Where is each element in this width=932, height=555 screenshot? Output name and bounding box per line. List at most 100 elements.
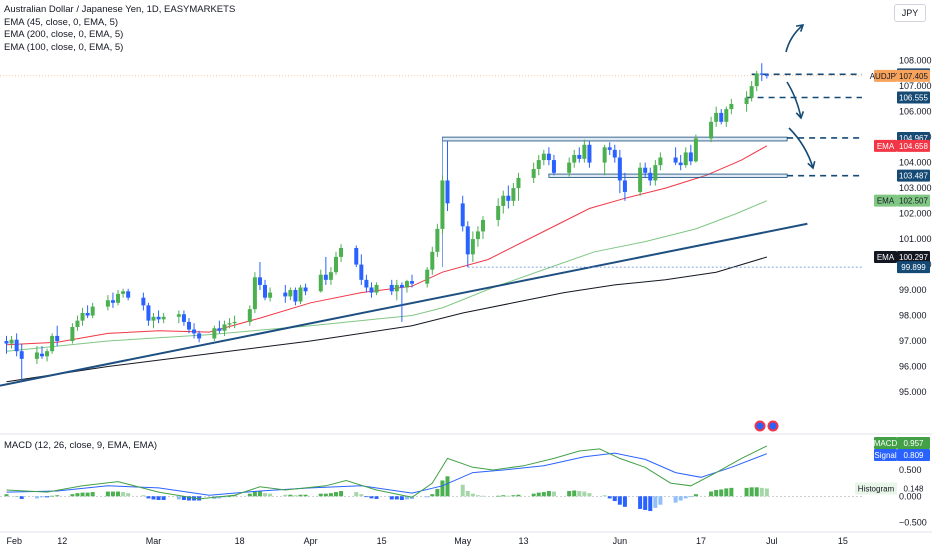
candle-body xyxy=(105,300,110,307)
ema-45-tag-value: 104.658 xyxy=(899,142,928,151)
histogram-bar xyxy=(75,493,80,497)
histogram-bar xyxy=(389,496,394,500)
candle-body xyxy=(318,274,323,292)
price-axis-tick-label: 103.000 xyxy=(899,183,932,193)
candle-body xyxy=(582,144,587,159)
candle-body xyxy=(541,153,546,161)
histogram-bar xyxy=(465,491,470,497)
candle-body xyxy=(197,333,202,339)
histogram-bar xyxy=(70,494,75,497)
candle-body xyxy=(496,205,501,220)
price-tag-bg xyxy=(897,169,930,182)
candle-body xyxy=(288,290,293,297)
histogram-bar xyxy=(257,491,262,497)
time-axis-tick-label: 12 xyxy=(57,536,67,546)
symbol-title[interactable]: Australian Dollar / Japanese Yen, 1D, EA… xyxy=(4,4,236,15)
candle-body xyxy=(719,112,724,122)
candle-body xyxy=(425,269,430,284)
histogram-bar xyxy=(724,488,729,497)
price-axis-tick-label: 95.000 xyxy=(899,387,927,397)
event-flag-inner xyxy=(769,422,777,430)
candle-body xyxy=(744,97,749,104)
candle-body xyxy=(374,284,379,293)
ema-45-legend[interactable]: EMA (45, close, 0, EMA, 5) xyxy=(4,16,119,28)
histogram-bar xyxy=(572,490,577,497)
histogram-bar xyxy=(369,496,374,499)
histogram-bar xyxy=(288,494,293,497)
currency-button[interactable]: JPY xyxy=(894,4,926,22)
price-axis-tick-label: 101.000 xyxy=(899,234,932,244)
histogram-bar xyxy=(754,487,759,497)
candle-body xyxy=(141,297,146,306)
histogram-bar xyxy=(126,493,131,497)
symbol-price-tag-label: AUDJPY xyxy=(870,72,902,81)
candle-body xyxy=(465,226,470,255)
candle-body xyxy=(653,165,658,181)
candle-body xyxy=(19,351,24,359)
price-tag: 99.899 xyxy=(901,263,926,272)
candle-body xyxy=(85,312,90,316)
price-axis-tick-label: 98.000 xyxy=(899,311,927,321)
candle-body xyxy=(551,160,556,173)
histogram-bar xyxy=(55,495,60,497)
histogram-bar xyxy=(283,494,288,497)
price-axis-tick-label: 102.000 xyxy=(899,209,932,219)
histogram-bar xyxy=(643,496,648,510)
time-axis-tick-label: May xyxy=(454,536,472,546)
candle-body xyxy=(323,274,328,280)
candle-body xyxy=(572,154,577,163)
candle-body xyxy=(673,157,678,163)
candle-body xyxy=(759,73,764,75)
ema-100-tag-value-bg xyxy=(897,250,930,263)
price-tag: 104.967 xyxy=(899,134,928,143)
candle-body xyxy=(648,172,653,181)
histogram-bar xyxy=(688,496,693,498)
histogram-bar xyxy=(34,496,39,499)
ema-45-tag-value-bg xyxy=(897,139,930,152)
candle-body xyxy=(460,203,465,227)
deeper-pullback-arrow xyxy=(788,127,814,169)
histogram-bar xyxy=(232,495,237,497)
candle-body xyxy=(511,188,516,201)
candle-body xyxy=(45,351,50,357)
symbol-price-tag-label-bg xyxy=(874,69,897,82)
histogram-bar xyxy=(176,496,181,500)
ema-200-tag-label-bg xyxy=(874,194,897,207)
histogram-bar xyxy=(85,492,90,497)
histogram-bar xyxy=(480,495,485,497)
candle-body xyxy=(389,284,394,292)
macd-axis-tick-label: 0.500 xyxy=(899,465,922,475)
signal-tag-label-bg xyxy=(874,449,897,461)
candle-body xyxy=(399,284,404,288)
ema-200-legend[interactable]: EMA (200, close, 0, EMA, 5) xyxy=(4,29,124,40)
histogram-bar xyxy=(39,496,44,498)
candle-body xyxy=(638,167,643,192)
candle-body xyxy=(70,326,75,342)
histogram-bar xyxy=(536,492,541,497)
pullback-arrow-head xyxy=(795,111,805,120)
candle-body xyxy=(156,316,161,320)
bullish-arrow-head xyxy=(795,23,805,32)
candle-body xyxy=(607,147,612,150)
histogram-bar xyxy=(511,495,516,497)
histogram-bar xyxy=(45,496,50,498)
candle-body xyxy=(480,219,485,232)
histogram-bar xyxy=(475,495,480,497)
time-axis-tick-label: 15 xyxy=(377,536,387,546)
histogram-bar xyxy=(121,492,126,497)
candle-body xyxy=(333,256,338,273)
candle-body xyxy=(688,152,693,162)
macd-line xyxy=(6,445,768,500)
histogram-bar xyxy=(759,487,764,497)
candle-body xyxy=(749,86,754,98)
histogram-bar xyxy=(531,493,536,497)
signal-tag-label: Signal xyxy=(874,451,896,460)
macd-tag-label: MACD xyxy=(874,439,898,448)
macd-legend[interactable]: MACD (12, 26, close, 9, EMA, EMA) xyxy=(4,440,158,451)
histogram-bar xyxy=(622,496,627,507)
ema-100-legend[interactable]: EMA (100, close, 0, EMA, 5) xyxy=(4,41,124,53)
histogram-bar xyxy=(567,491,572,497)
histogram-bar xyxy=(161,496,166,500)
